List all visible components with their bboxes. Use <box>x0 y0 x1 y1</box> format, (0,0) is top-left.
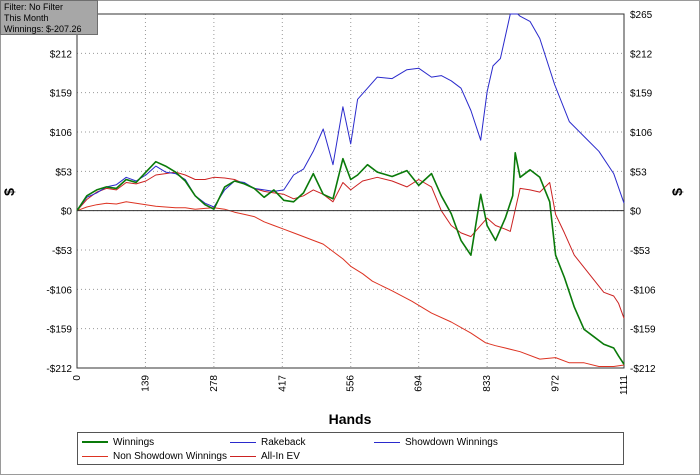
y-tick-label-left: $0 <box>61 207 73 218</box>
winnings-total: Winnings: $-207.26 <box>4 24 82 34</box>
legend-swatch-rakeback <box>230 441 256 443</box>
y-axis-left: $265$212$159$106$53$0-$53-$106-$159-$212 <box>46 10 72 375</box>
legend-label-allin-ev: All-In EV <box>261 450 300 462</box>
y-tick-label-left: -$212 <box>46 364 72 375</box>
y-axis-right: $265 $212 $159 $106 $53 $0 -$53 -$106 -$159 -$212 <box>630 10 656 375</box>
filter-info-box: Filter: No Filter This Month Winnings: $… <box>0 0 98 35</box>
y-tick-label-right: -$106 <box>630 285 656 296</box>
x-tick-label: 833 <box>482 375 493 392</box>
legend-label-winnings: Winnings <box>113 436 155 448</box>
x-tick-label: 417 <box>277 375 288 392</box>
legend-swatch-allin-ev <box>230 455 256 457</box>
series-lines <box>76 13 625 367</box>
filter-label: Filter: No Filter <box>4 2 64 12</box>
x-tick-label: 0 <box>72 375 83 381</box>
series-line-showdown <box>76 13 625 211</box>
y-tick-label-left: $159 <box>50 89 73 100</box>
y-tick-label-left: $53 <box>55 167 72 178</box>
y-tick-label-right: $265 <box>630 10 653 21</box>
y-tick-label-right: $106 <box>630 128 653 139</box>
grid-lines <box>76 13 625 369</box>
y-axis-title-right: $ <box>669 188 685 196</box>
series-line-winnings <box>76 152 625 365</box>
x-axis: 0 139 278 417 556 694 833 972 1111 <box>72 375 630 395</box>
y-tick-label-left: -$159 <box>46 325 72 336</box>
y-tick-label-right: $212 <box>630 49 653 60</box>
legend-swatch-non-showdown <box>82 455 108 457</box>
x-tick-label: 1111 <box>619 375 630 395</box>
y-tick-label-right: -$212 <box>630 364 656 375</box>
x-tick-label: 139 <box>140 375 151 392</box>
x-tick-label: 694 <box>414 375 425 392</box>
legend-swatch-winnings <box>82 441 108 443</box>
y-tick-label-left: $106 <box>50 128 73 139</box>
legend-item-winnings: Winnings <box>82 435 154 449</box>
y-axis-title-left: $ <box>1 188 17 196</box>
series-line-non-showdown <box>76 201 625 367</box>
legend-label-non-showdown: Non Showdown Winnings <box>113 450 227 462</box>
chart-legend: Winnings Rakeback Showdown Winnings Non … <box>77 432 624 465</box>
y-tick-label-left: -$106 <box>46 285 72 296</box>
legend-item-non-showdown: Non Showdown Winnings <box>82 449 227 463</box>
series-line-allin-ev <box>76 171 625 319</box>
x-tick-label: 278 <box>209 375 220 392</box>
y-tick-label-right: $53 <box>630 167 647 178</box>
x-tick-label: 556 <box>346 375 357 392</box>
x-axis-title: Hands <box>329 411 372 427</box>
period-label: This Month <box>4 13 49 23</box>
y-tick-label-right: -$159 <box>630 325 656 336</box>
plot-area <box>76 13 625 369</box>
x-tick-label: 972 <box>551 375 562 392</box>
legend-swatch-showdown <box>374 441 400 443</box>
y-tick-label-left: $212 <box>50 49 73 60</box>
legend-item-showdown: Showdown Winnings <box>374 435 498 449</box>
y-tick-label-right: $159 <box>630 89 653 100</box>
legend-label-rakeback: Rakeback <box>261 436 306 448</box>
y-tick-label-left: -$53 <box>52 246 72 257</box>
y-tick-label-right: $0 <box>630 207 642 218</box>
y-tick-label-right: -$53 <box>630 246 650 257</box>
legend-label-showdown: Showdown Winnings <box>405 436 498 448</box>
legend-item-allin-ev: All-In EV <box>230 449 300 463</box>
legend-item-rakeback: Rakeback <box>230 435 305 449</box>
